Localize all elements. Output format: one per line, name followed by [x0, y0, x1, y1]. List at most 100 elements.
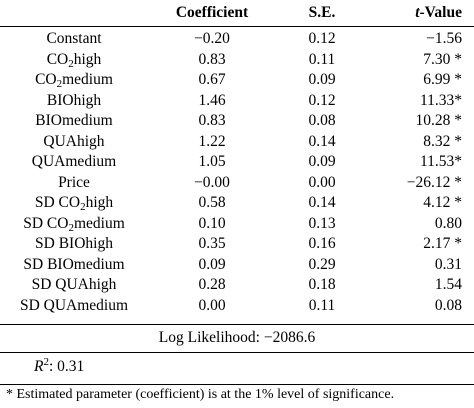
cell-se: 0.09 [308, 153, 336, 170]
header-t-value: t-Value [370, 2, 462, 24]
cell-se: 0.12 [308, 91, 336, 109]
row-label: BIOmedium [0, 111, 148, 132]
row-label-text: QUAhigh [43, 132, 105, 150]
cell-coefficient: −0.00 [194, 173, 230, 191]
row-label: Constant [0, 29, 148, 50]
cell-coefficient: 0.28 [198, 276, 226, 293]
row-label-suffix: high [73, 50, 102, 68]
row-label-subscript: 2 [68, 57, 74, 70]
header-t-italic: t [415, 4, 420, 21]
row-label-suffix: medium [62, 71, 113, 88]
table-row: CO2medium 0.67 0.09 6.99 * [0, 70, 474, 91]
row-label: SD QUAmedium [0, 296, 148, 317]
cell-t-value: 1.54 [434, 276, 462, 293]
row-label: Price [0, 173, 148, 194]
r-exponent: 2 [43, 356, 49, 368]
log-likelihood-rule [0, 352, 474, 353]
row-label: CO2high [0, 50, 148, 71]
cell-coefficient: 0.83 [198, 112, 226, 129]
table-row: QUAmedium 1.05 0.09 11.53* [0, 152, 474, 173]
row-label-subscript: 2 [80, 201, 86, 213]
cell-coefficient: 0.00 [198, 296, 226, 314]
cell-coefficient: 0.58 [198, 194, 226, 211]
table-row: CO2high 0.83 0.11 7.30 * [0, 50, 474, 71]
cell-t-value: 4.12 * [423, 194, 462, 211]
r-symbol: R [34, 358, 44, 375]
row-label: SD CO2high [0, 193, 148, 214]
cell-se: 0.14 [308, 194, 336, 211]
header-coefficient: Coefficient [175, 4, 249, 21]
cell-t-value: 0.80 [434, 214, 462, 232]
cell-se: 0.11 [308, 50, 336, 68]
row-label-subscript: 2 [56, 78, 63, 90]
cell-t-value: 11.53* [419, 153, 462, 170]
row-label-text: CO [46, 50, 69, 68]
row-label-text: QUAmedium [31, 153, 117, 170]
table-row: SD QUAhigh 0.28 0.18 1.54 [0, 275, 474, 296]
row-label: QUAhigh [0, 132, 148, 153]
cell-t-value: 6.99 * [423, 71, 462, 88]
body-bottom-rule [0, 324, 474, 325]
table-row: SD BIOmedium 0.09 0.29 0.31 [0, 255, 474, 276]
cell-se: 0.13 [308, 214, 336, 232]
cell-se: 0.14 [308, 132, 336, 150]
cell-coefficient: 0.10 [198, 214, 226, 232]
row-label-suffix: high [85, 194, 114, 211]
row-label: QUAmedium [0, 152, 148, 173]
cell-se: 0.00 [308, 173, 336, 191]
cell-coefficient: 1.22 [198, 132, 226, 150]
table-row: SD QUAmedium 0.00 0.11 0.08 [0, 296, 474, 317]
cell-se: 0.09 [308, 71, 336, 88]
cell-se: 0.11 [308, 296, 336, 314]
table-row: SD CO2high 0.58 0.14 4.12 * [0, 193, 474, 214]
row-label: SD CO2medium [0, 214, 148, 235]
row-label-text: BIOmedium [35, 112, 113, 129]
row-label-subscript: 2 [68, 221, 74, 234]
row-label-text: Price [58, 173, 90, 191]
header-t-suffix: -Value [419, 4, 463, 21]
row-label: SD BIOmedium [0, 255, 148, 276]
cell-t-value: −1.56 [426, 30, 462, 47]
log-likelihood: Log Likelihood: −2086.6 [158, 329, 316, 346]
row-label-text: CO [35, 71, 57, 88]
table-row: SD BIOhigh 0.35 0.16 2.17 * [0, 234, 474, 255]
header-se: S.E. [308, 4, 336, 21]
row-label-text: SD CO [34, 194, 81, 211]
cell-se: 0.16 [308, 235, 336, 252]
row-label: SD BIOhigh [0, 234, 148, 255]
row-label-text: SD CO [23, 214, 69, 232]
table-row: SD CO2medium 0.10 0.13 0.80 [0, 214, 474, 235]
row-label-text: SD BIOmedium [23, 255, 125, 273]
cell-se: 0.29 [308, 255, 336, 273]
table-row: BIOmedium 0.83 0.08 10.28 * [0, 111, 474, 132]
cell-coefficient: 0.83 [198, 50, 226, 68]
table-row: Price −0.00 0.00 −26.12 * [0, 173, 474, 194]
table-row: BIOhigh 1.46 0.12 11.33* [0, 91, 474, 112]
r-squared-rule [0, 384, 474, 385]
cell-t-value: 8.32 * [423, 132, 462, 150]
cell-coefficient: 0.35 [198, 235, 226, 252]
cell-coefficient: 1.46 [198, 91, 226, 109]
row-label: CO2medium [0, 70, 148, 91]
row-label-text: SD QUAhigh [31, 276, 117, 293]
cell-coefficient: 0.09 [198, 255, 226, 273]
cell-t-value: 0.08 [434, 296, 462, 314]
cell-se: 0.12 [308, 30, 336, 47]
cell-coefficient: −0.20 [194, 30, 230, 47]
cell-t-value: −26.12 * [406, 173, 462, 191]
cell-t-value: 2.17 * [423, 235, 462, 252]
footnote: * Estimated parameter (coefficient) is a… [6, 387, 395, 402]
cell-se: 0.18 [308, 276, 336, 293]
r-value: : 0.31 [48, 358, 85, 375]
row-label-text: SD BIOhigh [35, 235, 113, 252]
row-label-text: SD QUAmedium [19, 296, 129, 314]
r-squared: R2: 0.31 [34, 356, 85, 376]
table-row: Constant −0.20 0.12 −1.56 [0, 29, 474, 50]
row-label: BIOhigh [0, 91, 148, 112]
row-label-suffix: medium [73, 214, 125, 232]
table-row: QUAhigh 1.22 0.14 8.32 * [0, 132, 474, 153]
cell-coefficient: 1.05 [198, 153, 226, 170]
row-label: SD QUAhigh [0, 275, 148, 296]
cell-t-value: 11.33* [419, 91, 462, 109]
